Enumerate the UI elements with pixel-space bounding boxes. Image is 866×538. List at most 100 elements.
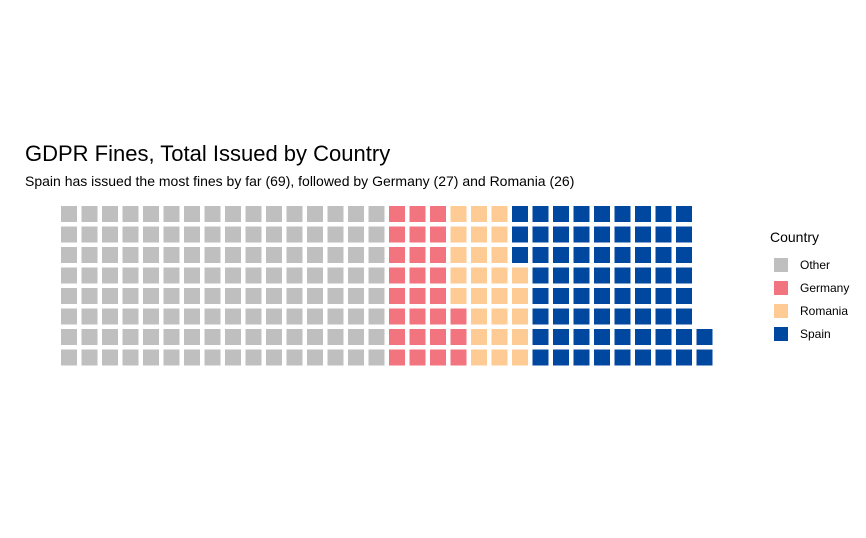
waffle-cell-spain xyxy=(635,206,651,222)
waffle-cell-other xyxy=(286,206,303,222)
waffle-cell-spain xyxy=(553,349,569,366)
waffle-cell-other xyxy=(245,288,262,304)
waffle-cell-other xyxy=(122,226,139,243)
waffle-cell-other xyxy=(61,247,77,263)
waffle-cell-germany xyxy=(450,329,467,345)
chart-subtitle: Spain has issued the most fines by far (… xyxy=(25,173,575,189)
waffle-cell-other xyxy=(327,247,344,263)
waffle-cell-romania xyxy=(491,329,508,345)
legend-label-spain: Spain xyxy=(800,326,831,341)
waffle-cell-other xyxy=(307,308,323,325)
legend-item-romania: Romania xyxy=(770,299,849,322)
waffle-cell-other xyxy=(225,308,241,325)
waffle-cell-other xyxy=(61,226,77,243)
waffle-cell-spain xyxy=(512,206,528,222)
waffle-cell-other xyxy=(81,329,98,345)
waffle-cell-romania xyxy=(491,349,508,366)
waffle-cell-germany xyxy=(389,206,405,222)
waffle-cell-spain xyxy=(553,267,569,284)
waffle-cell-other xyxy=(102,308,118,325)
waffle-cell-other xyxy=(81,226,98,243)
waffle-cell-spain xyxy=(655,288,672,304)
waffle-cell-other xyxy=(327,308,344,325)
waffle-cell-spain xyxy=(532,288,549,304)
waffle-cell-other xyxy=(143,308,159,325)
waffle-cell-romania xyxy=(512,308,528,325)
waffle-cell-germany xyxy=(389,267,405,284)
waffle-cell-germany xyxy=(389,329,405,345)
waffle-cell-germany xyxy=(430,288,446,304)
waffle-cell-romania xyxy=(450,226,467,243)
waffle-cell-other xyxy=(204,247,221,263)
waffle-cell-spain xyxy=(614,349,631,366)
waffle-cell-spain xyxy=(532,329,549,345)
waffle-cell-other xyxy=(163,308,180,325)
waffle-cell-romania xyxy=(491,288,508,304)
waffle-cell-romania xyxy=(471,349,487,366)
waffle-cell-other xyxy=(245,267,262,284)
waffle-cell-other xyxy=(163,206,180,222)
waffle-cell-other xyxy=(102,206,118,222)
waffle-cell-other xyxy=(286,308,303,325)
waffle-cell-other xyxy=(143,206,159,222)
waffle-cell-other xyxy=(327,267,344,284)
waffle-cell-other xyxy=(61,206,77,222)
legend-item-germany: Germany xyxy=(770,276,849,299)
waffle-cell-other xyxy=(163,226,180,243)
waffle-cell-romania xyxy=(471,206,487,222)
waffle-cell-romania xyxy=(491,267,508,284)
waffle-cell-romania xyxy=(471,226,487,243)
waffle-cell-other xyxy=(266,267,282,284)
waffle-cell-other xyxy=(184,288,200,304)
waffle-cell-other xyxy=(327,288,344,304)
waffle-cell-other xyxy=(122,308,139,325)
waffle-cell-other xyxy=(122,349,139,366)
waffle-cell-spain xyxy=(594,226,610,243)
waffle-cell-spain xyxy=(635,247,651,263)
waffle-cell-other xyxy=(102,267,118,284)
waffle-cell-germany xyxy=(409,329,426,345)
waffle-cell-other xyxy=(102,247,118,263)
waffle-cell-germany xyxy=(409,288,426,304)
waffle-cell-germany xyxy=(450,349,467,366)
waffle-cell-other xyxy=(61,329,77,345)
waffle-cell-spain xyxy=(573,288,590,304)
waffle-cell-other xyxy=(286,226,303,243)
waffle-cell-other xyxy=(81,247,98,263)
waffle-cell-spain xyxy=(594,349,610,366)
waffle-cell-germany xyxy=(430,329,446,345)
waffle-cell-other xyxy=(122,267,139,284)
waffle-cell-other xyxy=(204,329,221,345)
waffle-cell-spain xyxy=(635,349,651,366)
waffle-cell-germany xyxy=(430,349,446,366)
waffle-cell-romania xyxy=(491,308,508,325)
waffle-cell-other xyxy=(122,288,139,304)
waffle-cell-spain xyxy=(573,308,590,325)
waffle-cell-other xyxy=(61,267,77,284)
waffle-cell-other xyxy=(348,247,364,263)
waffle-cell-other xyxy=(307,226,323,243)
waffle-cell-germany xyxy=(389,226,405,243)
waffle-cell-spain xyxy=(614,226,631,243)
waffle-cell-germany xyxy=(430,206,446,222)
waffle-cell-other xyxy=(245,206,262,222)
waffle-cell-germany xyxy=(409,308,426,325)
waffle-cell-spain xyxy=(532,247,549,263)
waffle-cell-romania xyxy=(512,288,528,304)
waffle-cell-spain xyxy=(655,206,672,222)
waffle-cell-romania xyxy=(512,349,528,366)
waffle-cell-germany xyxy=(389,349,405,366)
waffle-cell-spain xyxy=(655,329,672,345)
waffle-cell-other xyxy=(225,267,241,284)
waffle-cell-other xyxy=(286,288,303,304)
waffle-cell-other xyxy=(122,206,139,222)
waffle-cell-other xyxy=(204,349,221,366)
waffle-cell-spain xyxy=(696,349,713,366)
waffle-cell-other xyxy=(245,308,262,325)
waffle-cell-spain xyxy=(614,206,631,222)
waffle-cell-spain xyxy=(614,329,631,345)
waffle-cell-germany xyxy=(409,247,426,263)
waffle-cell-spain xyxy=(532,308,549,325)
waffle-cell-other xyxy=(184,247,200,263)
waffle-cell-other xyxy=(204,288,221,304)
